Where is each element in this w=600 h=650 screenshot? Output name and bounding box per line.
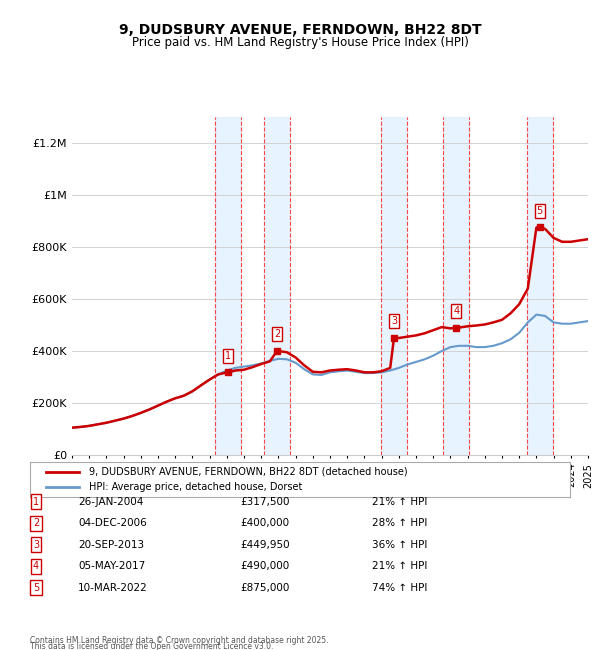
Text: 21% ↑ HPI: 21% ↑ HPI [372,561,427,571]
Text: 36% ↑ HPI: 36% ↑ HPI [372,540,427,550]
Bar [264,117,290,455]
Text: This data is licensed under the Open Government Licence v3.0.: This data is licensed under the Open Gov… [30,642,274,650]
Text: Price paid vs. HM Land Registry's House Price Index (HPI): Price paid vs. HM Land Registry's House … [131,36,469,49]
Text: 20-SEP-2013: 20-SEP-2013 [78,540,144,550]
Text: £400,000: £400,000 [240,518,289,528]
Text: £490,000: £490,000 [240,561,289,571]
Text: 28% ↑ HPI: 28% ↑ HPI [372,518,427,528]
Text: £317,500: £317,500 [240,497,290,507]
Text: 74% ↑ HPI: 74% ↑ HPI [372,582,427,593]
Text: 5: 5 [536,206,543,216]
Text: 2: 2 [274,330,280,339]
Text: 9, DUDSBURY AVENUE, FERNDOWN, BH22 8DT (detached house): 9, DUDSBURY AVENUE, FERNDOWN, BH22 8DT (… [89,467,408,476]
Text: 3: 3 [33,540,39,550]
Text: HPI: Average price, detached house, Dorset: HPI: Average price, detached house, Dors… [89,482,303,492]
Text: 1: 1 [33,497,39,507]
Bar [443,117,469,455]
Text: 3: 3 [391,317,397,326]
Text: 05-MAY-2017: 05-MAY-2017 [78,561,145,571]
Text: 10-MAR-2022: 10-MAR-2022 [78,582,148,593]
Text: 9, DUDSBURY AVENUE, FERNDOWN, BH22 8DT: 9, DUDSBURY AVENUE, FERNDOWN, BH22 8DT [119,23,481,37]
Text: 04-DEC-2006: 04-DEC-2006 [78,518,147,528]
Text: 1: 1 [225,351,231,361]
Text: 2: 2 [33,518,39,528]
Text: Contains HM Land Registry data © Crown copyright and database right 2025.: Contains HM Land Registry data © Crown c… [30,636,329,645]
Bar [527,117,553,455]
Bar [215,117,241,455]
Text: 26-JAN-2004: 26-JAN-2004 [78,497,143,507]
Text: 4: 4 [453,306,460,316]
Text: £875,000: £875,000 [240,582,289,593]
Text: 4: 4 [33,561,39,571]
Bar [381,117,407,455]
Text: £449,950: £449,950 [240,540,290,550]
Text: 5: 5 [33,582,39,593]
Text: 21% ↑ HPI: 21% ↑ HPI [372,497,427,507]
